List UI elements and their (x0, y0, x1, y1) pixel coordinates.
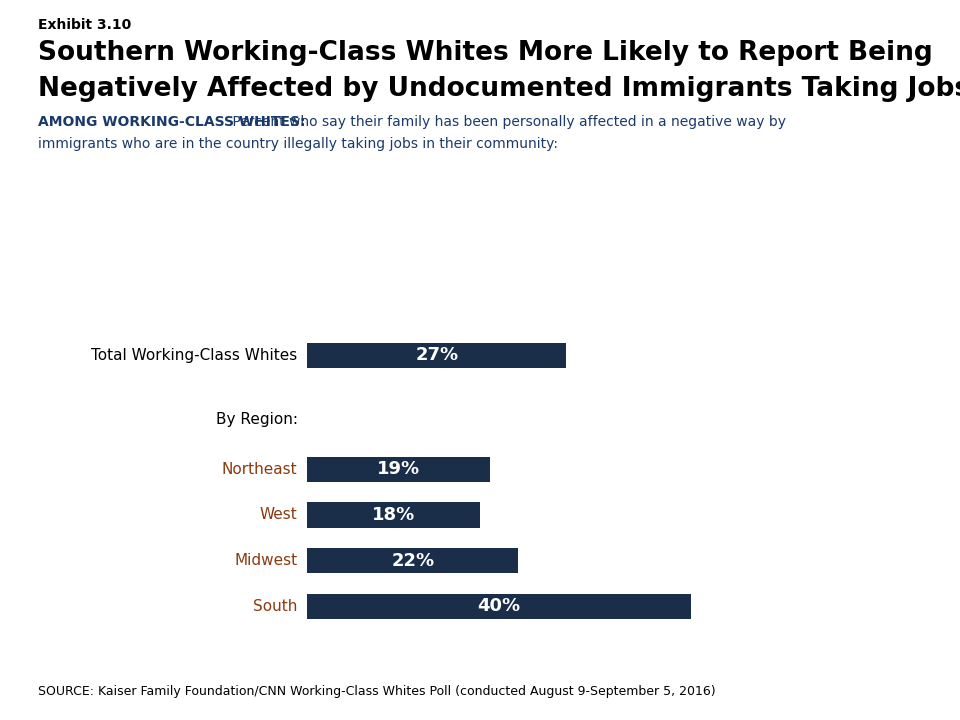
Text: Northeast: Northeast (222, 462, 298, 477)
Bar (307, 343, 566, 368)
Text: Exhibit 3.10: Exhibit 3.10 (38, 18, 132, 32)
Text: 18%: 18% (372, 506, 416, 524)
Text: Negatively Affected by Undocumented Immigrants Taking Jobs: Negatively Affected by Undocumented Immi… (38, 76, 960, 102)
Text: KAISER: KAISER (838, 644, 895, 659)
Text: Midwest: Midwest (234, 553, 298, 568)
Text: 19%: 19% (377, 460, 420, 478)
Text: FAMILY: FAMILY (839, 658, 894, 672)
Bar (307, 548, 518, 573)
Text: Southern Working-Class Whites More Likely to Report Being: Southern Working-Class Whites More Likel… (38, 40, 933, 66)
Text: THE HENRY J.: THE HENRY J. (844, 634, 889, 639)
Text: Total Working-Class Whites: Total Working-Class Whites (91, 348, 298, 363)
Text: AMONG WORKING-CLASS WHITES:: AMONG WORKING-CLASS WHITES: (38, 115, 306, 129)
Text: SOURCE: Kaiser Family Foundation/CNN Working-Class Whites Poll (conducted August: SOURCE: Kaiser Family Foundation/CNN Wor… (38, 685, 716, 698)
Text: South: South (253, 599, 298, 613)
Text: FOUNDATION: FOUNDATION (841, 675, 892, 683)
Text: Percent who say their family has been personally affected in a negative way by: Percent who say their family has been pe… (228, 115, 786, 129)
Text: immigrants who are in the country illegally taking jobs in their community:: immigrants who are in the country illega… (38, 137, 559, 150)
Text: West: West (260, 508, 298, 523)
Text: 27%: 27% (416, 346, 458, 364)
Bar (307, 456, 490, 482)
Text: 22%: 22% (392, 552, 434, 570)
Text: By Region:: By Region: (216, 412, 298, 427)
Bar (307, 503, 480, 528)
Text: 40%: 40% (478, 597, 520, 615)
Bar (307, 594, 691, 618)
